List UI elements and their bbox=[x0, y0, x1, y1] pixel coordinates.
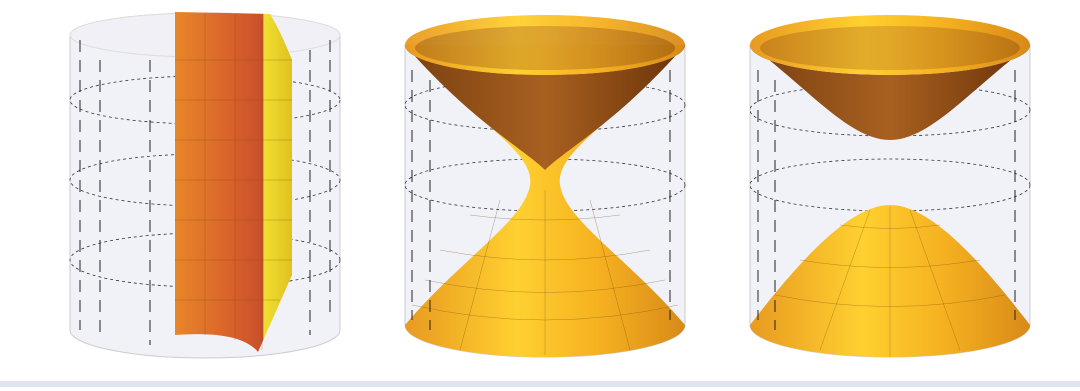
sheet-surface bbox=[175, 12, 292, 352]
upper-sheet-opening bbox=[760, 26, 1020, 70]
hyperboloid-two-sheets bbox=[750, 15, 1030, 357]
cylinder-with-sheet bbox=[70, 12, 340, 358]
top-opening bbox=[415, 26, 675, 70]
hyperboloid-one-sheet bbox=[405, 15, 685, 357]
figure bbox=[0, 0, 1080, 391]
